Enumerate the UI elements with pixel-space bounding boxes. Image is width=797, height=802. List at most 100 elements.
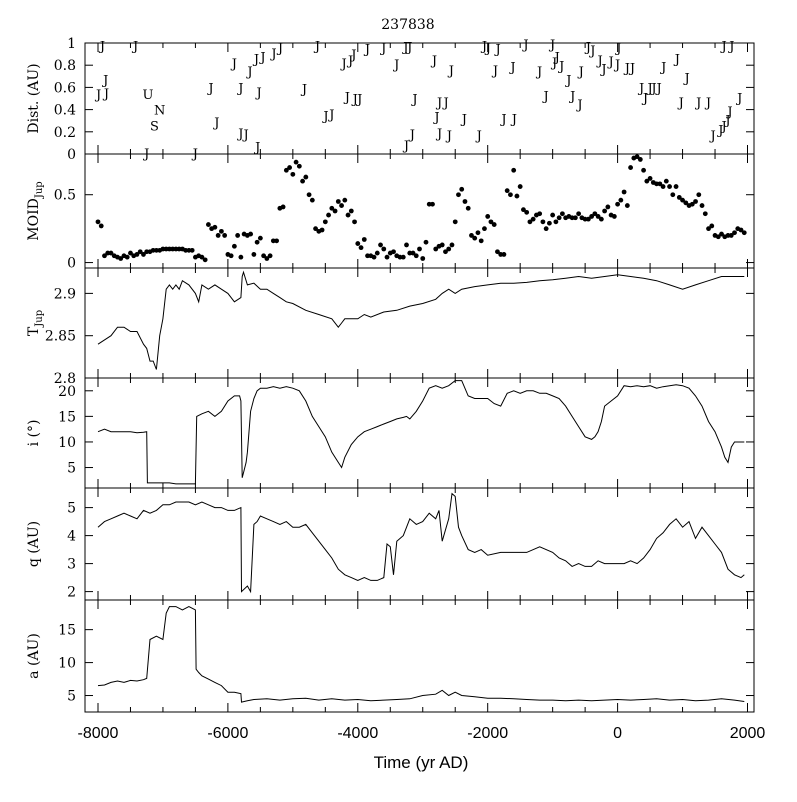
planet-marker-J: J: [557, 59, 564, 74]
y-tick-label: 0: [67, 147, 76, 163]
data-point: [391, 249, 396, 255]
data-point: [670, 192, 676, 198]
planet-marker-J: J: [131, 39, 138, 54]
planet-marker-J: J: [480, 39, 487, 54]
planet-marker-U: U: [143, 88, 154, 103]
data-point: [702, 211, 708, 217]
planet-marker-J: J: [599, 63, 606, 78]
data-point: [501, 252, 507, 257]
data-point: [257, 235, 263, 241]
data-point: [293, 159, 299, 165]
planet-marker-J: J: [716, 124, 723, 139]
y-tick-label: 2.8: [54, 371, 76, 387]
data-point: [449, 242, 455, 248]
data-point: [443, 249, 448, 255]
data-point: [319, 227, 325, 233]
planet-marker-J: J: [253, 140, 260, 155]
data-point: [417, 246, 422, 252]
y-tick-label: 20: [58, 384, 76, 400]
planet-marker-J: J: [735, 92, 742, 107]
data-point: [413, 253, 419, 259]
data-point: [433, 246, 439, 252]
data-point: [517, 184, 523, 189]
data-point: [595, 214, 601, 219]
planet-marker-J: J: [535, 65, 542, 80]
y-tick-label: 0.5: [54, 188, 76, 204]
data-point: [709, 223, 715, 229]
planet-marker-J: J: [491, 64, 498, 79]
data-point: [264, 256, 270, 261]
planet-marker-J: J: [351, 93, 358, 108]
planet-marker-J: J: [445, 129, 452, 144]
data-point: [459, 186, 465, 192]
series-line-q: [97, 492, 745, 594]
data-point: [576, 211, 582, 217]
data-point: [358, 245, 364, 251]
data-point: [274, 238, 280, 244]
planet-marker-J: J: [405, 40, 412, 55]
data-point: [527, 219, 533, 225]
planet-marker-J: J: [269, 47, 276, 62]
planet-marker-J: J: [241, 128, 248, 143]
y-tick-label: 4: [67, 529, 76, 545]
y-tick-label: 1: [67, 36, 76, 52]
data-point: [469, 233, 474, 238]
data-point: [371, 254, 377, 260]
data-point: [680, 197, 685, 203]
planet-marker-J: J: [379, 42, 386, 57]
planet-marker-J: J: [94, 88, 101, 103]
data-point: [287, 165, 292, 170]
data-point: [504, 188, 510, 194]
data-point: [452, 219, 458, 225]
data-point: [342, 197, 348, 203]
planet-marker-J: J: [245, 65, 252, 80]
data-point: [530, 216, 536, 222]
planet-marker-J: J: [401, 40, 408, 55]
data-point: [602, 208, 608, 214]
data-point: [728, 233, 734, 238]
data-point: [699, 203, 705, 208]
data-point: [134, 252, 140, 257]
data-point: [361, 237, 367, 242]
panel-frame: [84, 267, 755, 379]
data-point: [706, 226, 711, 232]
planet-marker-J: J: [568, 89, 575, 104]
y-tick-label: 0.2: [54, 125, 76, 141]
y-tick-label: 10: [58, 435, 76, 451]
data-point: [400, 254, 406, 260]
planet-marker-J: J: [321, 109, 328, 124]
planet-marker-J: J: [346, 54, 353, 69]
data-point: [212, 224, 218, 230]
data-point: [589, 214, 595, 219]
data-point: [547, 220, 552, 226]
data-point: [508, 192, 513, 198]
data-point: [238, 254, 244, 260]
data-point: [550, 212, 556, 218]
planet-marker-J: J: [252, 53, 259, 68]
planet-marker-J: J: [649, 82, 656, 97]
data-point: [676, 195, 682, 200]
data-point: [585, 216, 591, 222]
planet-marker-J: J: [723, 114, 730, 129]
data-point: [215, 233, 221, 238]
planet-marker-J: J: [276, 42, 283, 57]
data-point: [446, 246, 452, 252]
data-point: [647, 176, 653, 181]
planet-marker-J: J: [659, 60, 666, 75]
data-point: [618, 197, 624, 203]
planet-marker-J: J: [510, 113, 517, 128]
data-point: [98, 223, 104, 229]
planet-marker-J: J: [258, 50, 265, 65]
y-tick-label: 3: [67, 557, 76, 573]
planet-marker-J: J: [595, 54, 602, 69]
data-point: [137, 249, 143, 255]
planet-marker-J: J: [641, 92, 648, 107]
planet-marker-J: J: [102, 87, 109, 102]
planet-marker-J: J: [363, 43, 370, 58]
y-tick-label: 0.4: [54, 103, 76, 119]
data-point: [693, 199, 698, 204]
planet-marker-J: J: [553, 50, 560, 65]
y-axis-label-subscript: Jup: [34, 310, 45, 328]
planet-marker-J: J: [550, 56, 557, 71]
data-point: [696, 192, 702, 198]
